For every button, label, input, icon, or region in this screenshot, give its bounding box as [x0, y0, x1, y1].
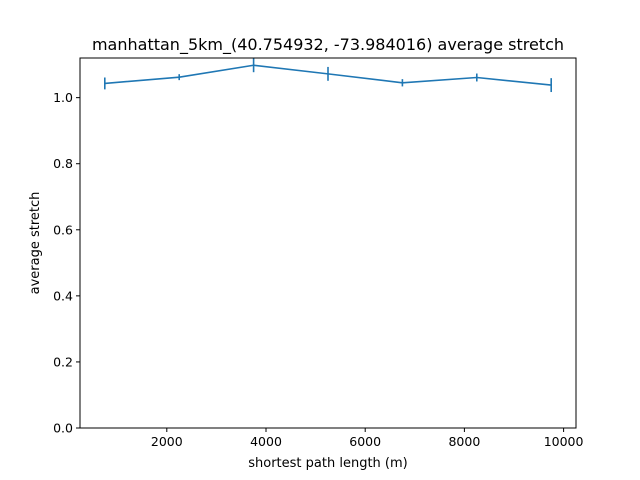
- chart-title: manhattan_5km_(40.754932, -73.984016) av…: [92, 35, 564, 55]
- plot-frame: [79, 57, 577, 429]
- x-tick-label: 10000: [544, 434, 584, 449]
- y-tick-label: 1.0: [53, 90, 73, 105]
- y-tick-label: 0.8: [53, 156, 73, 171]
- y-tick-label: 0.2: [53, 354, 73, 369]
- x-axis-label: shortest path length (m): [248, 456, 407, 471]
- x-tick-label: 6000: [349, 434, 381, 449]
- x-tick-label: 4000: [250, 434, 282, 449]
- plot-area: 2000 4000 6000 8000 10000 0.0 0.2 0.4 0.6 0.8 1.0: [53, 58, 584, 449]
- x-tick-label: 8000: [448, 434, 480, 449]
- y-tick-label: 0.4: [53, 288, 73, 303]
- y-tick-label: 0.0: [53, 421, 73, 436]
- x-tick-label: 2000: [151, 434, 183, 449]
- y-tick-label: 0.6: [53, 222, 73, 237]
- y-axis-label: average stretch: [28, 192, 43, 295]
